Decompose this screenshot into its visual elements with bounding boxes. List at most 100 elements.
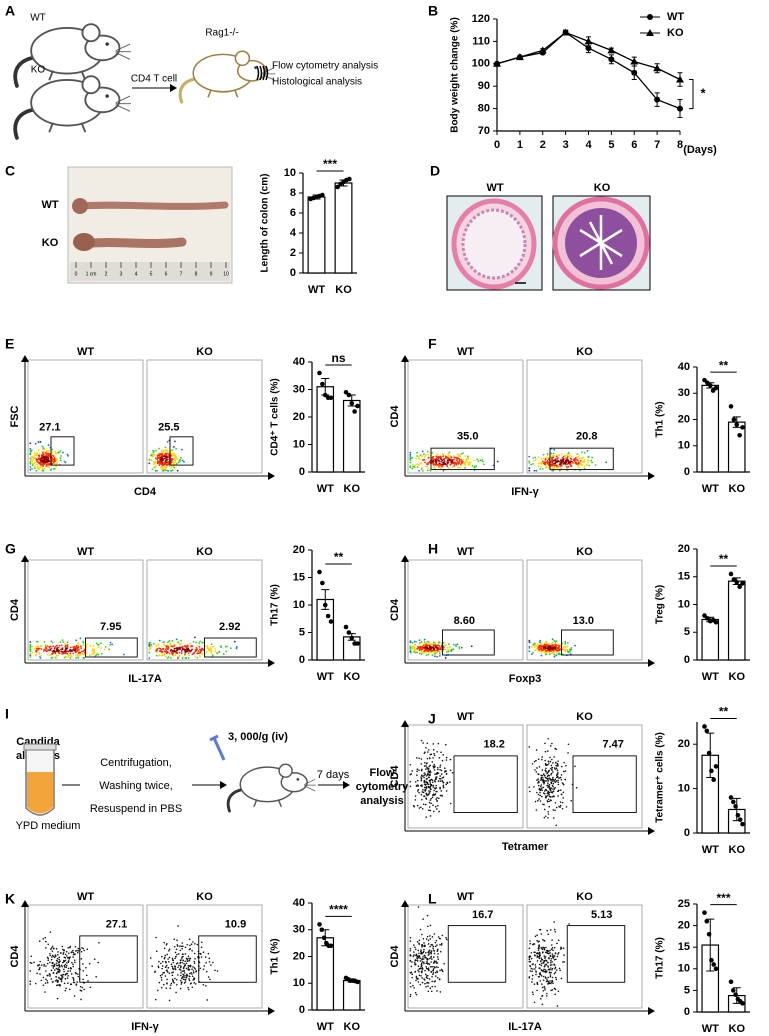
gate-percentage: 5.13 xyxy=(591,909,612,921)
event-dot xyxy=(450,456,453,458)
event-dot xyxy=(61,639,64,642)
event-dot xyxy=(190,943,193,945)
event-dot xyxy=(420,758,423,760)
event-dot xyxy=(164,648,167,651)
event-dot xyxy=(553,958,556,961)
cecum-ko xyxy=(73,233,95,251)
arrow-head xyxy=(21,355,29,362)
event-dot xyxy=(182,973,184,976)
event-dot xyxy=(577,466,580,469)
event-dot xyxy=(200,941,203,944)
event-dot xyxy=(180,965,182,967)
event-dot xyxy=(411,647,414,649)
event-dot xyxy=(438,645,441,647)
event-dot xyxy=(543,948,546,951)
event-dot xyxy=(546,459,549,462)
event-dot xyxy=(428,765,430,768)
event-dot xyxy=(427,653,430,656)
event-dot xyxy=(58,963,60,966)
event-dot xyxy=(556,459,559,462)
event-dot xyxy=(179,458,182,461)
event-dot xyxy=(555,464,557,466)
y-tick-label: 0 xyxy=(290,267,296,279)
event-dot xyxy=(546,764,548,766)
event-dot xyxy=(436,970,438,972)
event-dot xyxy=(576,464,579,467)
event-dot xyxy=(583,458,586,461)
event-dot xyxy=(43,467,46,470)
event-dot xyxy=(544,774,546,777)
event-dot xyxy=(435,798,437,800)
event-dot xyxy=(183,962,185,965)
event-dot xyxy=(155,651,158,654)
event-dot xyxy=(426,935,429,938)
event-dot xyxy=(427,650,429,653)
event-dot xyxy=(528,641,531,644)
group-label: KO xyxy=(576,891,593,903)
event-dot xyxy=(161,965,164,967)
event-dot xyxy=(35,463,38,466)
event-dot xyxy=(64,648,67,651)
event-dot xyxy=(441,795,443,797)
event-dot xyxy=(545,964,547,966)
x-tick-label: WT xyxy=(702,844,719,856)
event-dot xyxy=(169,643,172,645)
event-dot xyxy=(436,990,438,992)
event-dot xyxy=(471,464,474,467)
event-dot xyxy=(536,934,538,937)
event-dot xyxy=(546,775,549,777)
event-dot xyxy=(184,657,187,659)
event-dot xyxy=(43,459,45,462)
label: Centrifugation, xyxy=(100,757,172,769)
event-dot xyxy=(49,975,51,977)
event-dot xyxy=(409,641,412,644)
event-dot xyxy=(432,460,434,463)
event-dot xyxy=(225,645,228,648)
event-dot xyxy=(412,955,415,958)
x-tick-label: KO xyxy=(344,1021,361,1033)
event-dot xyxy=(49,948,52,950)
event-dot xyxy=(423,944,426,947)
event-dot xyxy=(56,654,59,657)
event-dot xyxy=(437,742,440,745)
event-dot xyxy=(538,798,540,800)
event-dot xyxy=(76,646,79,649)
arrow-head xyxy=(21,555,29,562)
event-dot xyxy=(429,799,432,801)
event-dot xyxy=(29,452,32,455)
event-dot xyxy=(551,769,553,771)
event-dot xyxy=(158,654,161,657)
event-dot xyxy=(39,441,42,443)
event-dot xyxy=(542,975,545,978)
event-dot xyxy=(433,763,436,766)
event-dot xyxy=(563,960,565,963)
event-dot xyxy=(551,791,553,793)
event-dot xyxy=(415,993,418,996)
event-dot xyxy=(190,645,193,647)
event-dot xyxy=(543,968,545,971)
event-dot xyxy=(156,462,159,465)
event-dot xyxy=(428,757,431,760)
event-dot xyxy=(233,640,236,643)
event-dot xyxy=(425,951,427,954)
event-dot xyxy=(424,790,427,792)
event-dot xyxy=(555,640,558,642)
event-dot xyxy=(153,466,156,469)
event-dot xyxy=(443,962,445,965)
event-dot xyxy=(429,646,432,649)
event-dot xyxy=(449,645,451,648)
gate xyxy=(198,935,257,983)
event-dot xyxy=(171,957,174,960)
data-point xyxy=(740,425,745,430)
event-dot xyxy=(542,946,544,949)
event-dot xyxy=(63,652,66,655)
event-dot xyxy=(62,451,64,454)
event-dot xyxy=(441,463,444,466)
colon-wt xyxy=(76,201,229,210)
event-dot xyxy=(554,802,557,804)
event-dot xyxy=(31,462,34,465)
data-point xyxy=(728,979,734,985)
event-dot xyxy=(422,742,424,744)
event-dot xyxy=(35,469,38,472)
event-dot xyxy=(422,652,425,654)
